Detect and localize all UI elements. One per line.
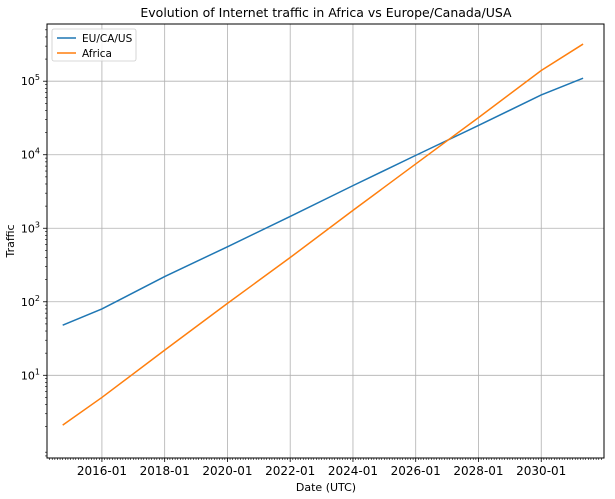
y-tick-label: 104 [21,147,40,162]
x-axis-title: Date (UTC) [296,481,356,494]
x-tick-label: 2018-01 [140,464,190,478]
y-axis-title: Traffic [4,224,17,258]
legend: EU/CA/US Africa [51,28,137,62]
legend-label: Africa [82,48,112,60]
grid [47,24,604,458]
x-tick-label: 2024-01 [328,464,378,478]
legend-label: EU/CA/US [82,33,133,45]
y-tick-label: 101 [21,367,40,382]
x-tick-label: 2028-01 [453,464,503,478]
y-tick-label: 103 [21,220,40,235]
plot-frame [46,23,605,459]
y-tick-label: 105 [21,73,40,88]
axes: 2016-01 2018-01 2020-01 2022-01 2024-01 2026-… [21,29,602,478]
x-tick-label: 2026-01 [391,464,441,478]
plot-area [62,43,584,426]
chart-title: Evolution of Internet traffic in Africa … [140,5,512,20]
x-tick-label: 2030-01 [516,464,566,478]
x-tick-label: 2022-01 [265,464,315,478]
x-tick-label: 2016-01 [77,464,127,478]
y-tick-label: 102 [21,294,40,309]
series-line-africa [62,43,584,426]
series-line-eu-ca-us [62,77,584,326]
x-tick-label: 2020-01 [202,464,252,478]
